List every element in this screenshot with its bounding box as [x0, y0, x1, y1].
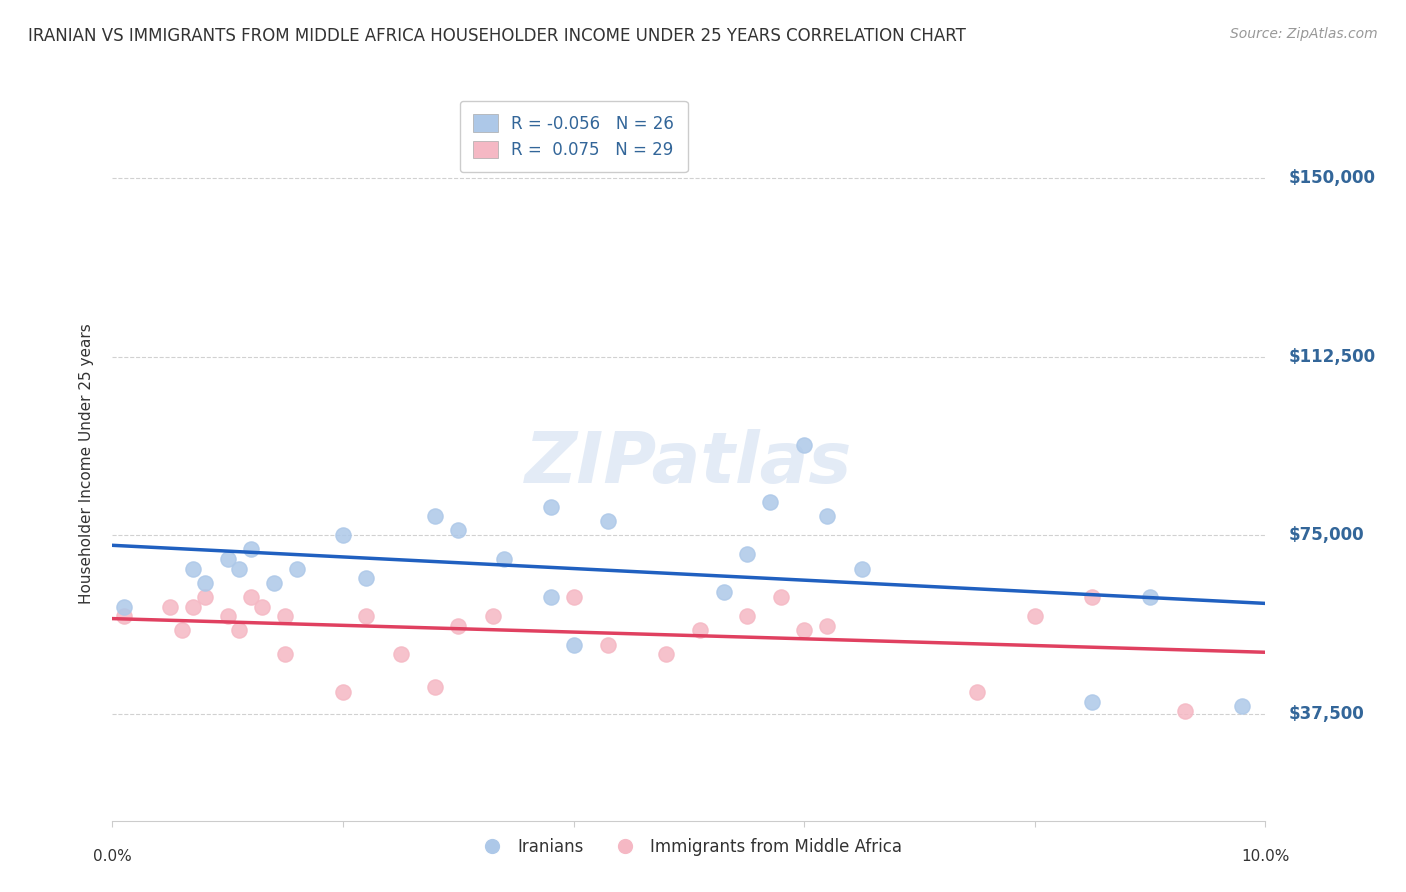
Text: ZIPatlas: ZIPatlas [526, 429, 852, 499]
Point [239, 590, 262, 604]
Point [425, 509, 447, 524]
Point [793, 624, 815, 638]
Text: 0.0%: 0.0% [93, 849, 132, 864]
Point [793, 438, 815, 452]
Point [263, 575, 285, 590]
Text: $37,500: $37,500 [1288, 705, 1364, 723]
Point [758, 495, 780, 509]
Point [239, 542, 262, 557]
Point [1081, 590, 1104, 604]
Point [1232, 699, 1254, 714]
Text: Source: ZipAtlas.com: Source: ZipAtlas.com [1230, 27, 1378, 41]
Point [494, 552, 516, 566]
Point [1174, 704, 1197, 718]
Point [332, 685, 354, 699]
Point [228, 624, 250, 638]
Text: IRANIAN VS IMMIGRANTS FROM MIDDLE AFRICA HOUSEHOLDER INCOME UNDER 25 YEARS CORRE: IRANIAN VS IMMIGRANTS FROM MIDDLE AFRICA… [28, 27, 966, 45]
Point [562, 590, 585, 604]
Point [1081, 695, 1104, 709]
Point [815, 618, 838, 632]
Point [181, 599, 204, 614]
Text: $112,500: $112,500 [1288, 348, 1375, 366]
Point [181, 561, 204, 575]
Text: $150,000: $150,000 [1288, 169, 1375, 187]
Point [966, 685, 988, 699]
Point [735, 547, 758, 561]
Point [354, 571, 377, 585]
Point [194, 575, 217, 590]
Point [482, 609, 505, 624]
Point [194, 590, 217, 604]
Point [851, 561, 873, 575]
Point [540, 590, 562, 604]
Point [217, 552, 239, 566]
Point [689, 624, 711, 638]
Point [447, 524, 470, 538]
Point [1139, 590, 1161, 604]
Point [1024, 609, 1046, 624]
Point [159, 599, 181, 614]
Point [112, 599, 135, 614]
Point [447, 618, 470, 632]
Point [354, 609, 377, 624]
Point [425, 681, 447, 695]
Point [655, 647, 678, 661]
Text: 10.0%: 10.0% [1241, 849, 1289, 864]
Point [274, 609, 297, 624]
Point [713, 585, 735, 599]
Point [252, 599, 274, 614]
Point [217, 609, 239, 624]
Point [770, 590, 793, 604]
Y-axis label: Householder Income Under 25 years: Householder Income Under 25 years [79, 324, 94, 604]
Point [112, 609, 135, 624]
Point [562, 638, 585, 652]
Point [332, 528, 354, 542]
Point [389, 647, 412, 661]
Point [598, 638, 620, 652]
Point [735, 609, 758, 624]
Point [815, 509, 838, 524]
Point [540, 500, 562, 514]
Point [598, 514, 620, 528]
Legend: Iranians, Immigrants from Middle Africa: Iranians, Immigrants from Middle Africa [470, 831, 908, 863]
Point [228, 561, 250, 575]
Point [170, 624, 193, 638]
Point [285, 561, 308, 575]
Text: $75,000: $75,000 [1288, 526, 1364, 544]
Point [274, 647, 297, 661]
